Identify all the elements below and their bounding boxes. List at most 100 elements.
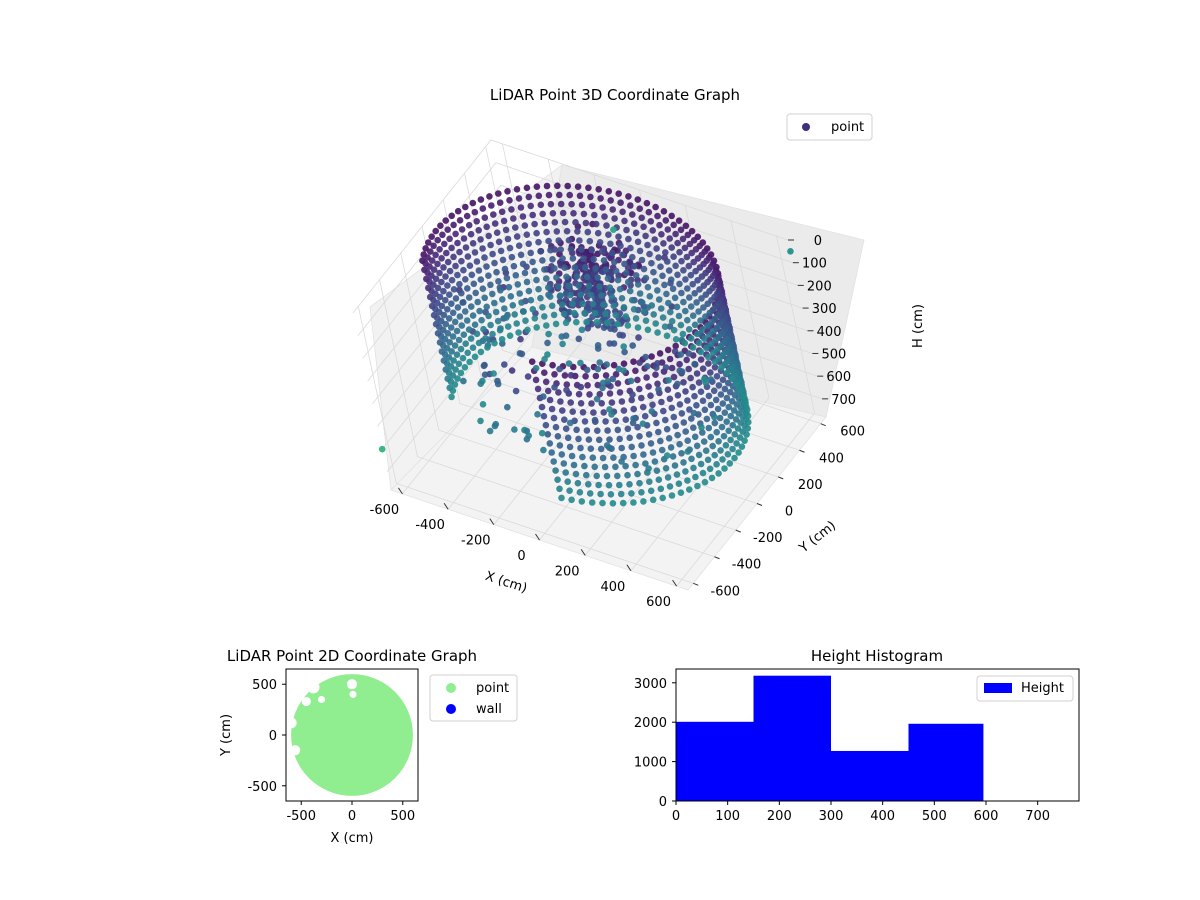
point-3d	[655, 476, 663, 484]
point-3d	[577, 383, 585, 391]
point-3d	[579, 409, 587, 416]
point-3d	[662, 364, 670, 371]
point-3d	[545, 237, 552, 245]
point-3d	[596, 359, 603, 366]
point-3d	[651, 458, 659, 465]
point-3d	[710, 327, 717, 335]
point-3d	[663, 332, 671, 340]
point-3d	[697, 388, 705, 396]
point-3d	[719, 376, 727, 384]
point-3d	[587, 291, 595, 299]
point-3d	[625, 193, 632, 200]
x-tick-label-3d: -400	[415, 518, 445, 533]
point-3d	[494, 317, 502, 325]
point-3d	[606, 284, 614, 291]
point-3d	[681, 244, 689, 252]
point-3d	[664, 226, 672, 233]
point-3d	[602, 310, 609, 318]
point-3d	[697, 460, 705, 468]
point-3d	[646, 293, 654, 300]
point-3d	[588, 499, 596, 506]
point-3d	[672, 422, 679, 430]
legend-3d: point	[786, 113, 873, 141]
point-3d	[627, 244, 634, 252]
point-3d	[489, 250, 496, 258]
point-3d	[460, 331, 468, 339]
point-3d	[607, 240, 614, 248]
point-3d	[709, 442, 716, 450]
point-3d	[437, 222, 444, 229]
point-3d	[715, 382, 723, 389]
point-3d	[538, 429, 546, 437]
point-3d	[559, 209, 567, 217]
point-3d	[565, 360, 573, 367]
point-3d	[636, 205, 643, 212]
point-3d	[486, 427, 494, 435]
point-3d	[534, 411, 541, 418]
point-3d	[602, 418, 609, 425]
point-3d	[670, 221, 677, 229]
point-3d	[645, 383, 652, 390]
y-tick-3d	[693, 582, 699, 586]
point-3d	[474, 298, 482, 306]
point-3d	[497, 247, 505, 255]
point-3d	[469, 240, 477, 247]
point-3d	[566, 443, 574, 451]
point-3d	[664, 346, 672, 354]
point-3d	[469, 344, 477, 352]
gap-2d	[307, 681, 320, 694]
point-3d	[642, 274, 650, 282]
point-3d	[596, 239, 604, 246]
point-3d	[697, 356, 705, 363]
point-3d	[483, 303, 491, 311]
point-3d	[619, 499, 627, 507]
legend-3d-label: point	[831, 120, 864, 135]
point-3d	[674, 380, 681, 388]
point-3d	[439, 231, 446, 239]
point-3d	[643, 199, 651, 207]
y-tick-label-3d: -600	[711, 584, 741, 599]
point-3d	[580, 255, 587, 262]
point-3d	[686, 486, 693, 493]
point-3d	[667, 444, 675, 451]
point-3d	[678, 289, 685, 297]
legend-hist-swatch	[984, 683, 1012, 693]
point-3d	[628, 296, 636, 304]
point-3d	[432, 275, 440, 283]
point-3d	[638, 299, 646, 306]
point-3d	[548, 302, 556, 310]
point-3d	[492, 420, 500, 428]
point-3d	[543, 322, 550, 329]
point-3d	[609, 500, 617, 507]
point-3d	[494, 380, 502, 388]
point-3d	[616, 285, 624, 293]
point-3d	[665, 435, 673, 442]
point-3d	[719, 456, 726, 463]
point-3d	[694, 482, 701, 490]
point-3d	[630, 452, 637, 460]
point-3d	[579, 453, 586, 461]
point-3d	[506, 332, 514, 340]
point-3d	[455, 360, 463, 368]
point-3d	[621, 348, 628, 356]
point-3d	[731, 454, 738, 462]
point-3d	[632, 229, 640, 237]
y-tick-label-hist: 0	[659, 795, 667, 810]
point-3d	[464, 285, 471, 292]
axes-3d: -600-400-2000200400600-600-400-200020040…	[370, 234, 865, 610]
point-3d	[477, 348, 485, 356]
point-3d	[499, 296, 506, 303]
point-3d	[548, 449, 555, 456]
point-3d	[685, 365, 692, 373]
point-3d	[645, 465, 652, 472]
point-3d	[699, 326, 706, 333]
point-3d	[666, 395, 674, 403]
point-3d	[592, 372, 600, 380]
point-3d	[462, 203, 469, 211]
point-3d	[615, 190, 622, 197]
point-3d	[682, 276, 689, 283]
point-3d	[722, 442, 730, 449]
point-3d	[724, 451, 732, 458]
point-3d	[569, 300, 576, 308]
